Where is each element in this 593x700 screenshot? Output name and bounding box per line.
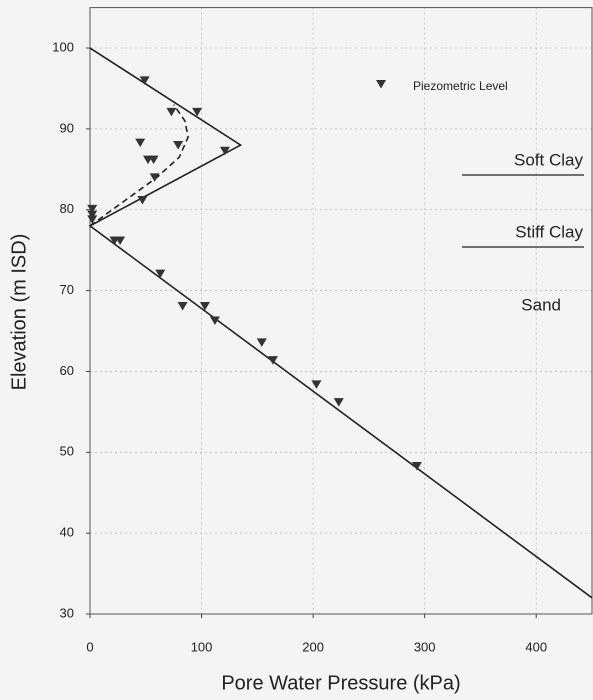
data-point [209,316,220,326]
data-point [148,155,159,165]
data-point [411,462,422,471]
y-tick-label: 70 [60,282,74,297]
data-point [115,236,126,245]
y-tick-label: 30 [60,605,74,620]
layer-label: Stiff Clay [515,222,583,241]
data-point [139,76,150,85]
y-axis-label: Elevation (m ISD) [8,234,30,391]
x-tick-label: 300 [414,639,436,654]
data-point [166,107,177,117]
profile-line [88,47,593,599]
x-tick-label: 0 [86,639,93,654]
layer-label: Sand [521,295,561,314]
data-point [173,141,184,150]
y-tick-label: 80 [60,201,74,216]
data-point [87,215,98,224]
data-point [87,204,98,214]
x-tick-label: 200 [302,639,324,654]
data-point [219,146,230,156]
data-point [256,338,267,347]
x-axis-label: Pore Water Pressure (kPa) [221,672,460,694]
legend-marker [376,80,386,89]
data-point [267,356,278,365]
legend-label: Piezometric Level [413,79,508,93]
plot-frame [89,7,593,615]
layer-label: Soft Clay [514,150,583,169]
x-tick-label: 100 [191,639,213,654]
data-point [87,210,98,220]
y-tick-label: 90 [60,120,74,135]
data-point [135,138,146,148]
data-point [333,398,344,407]
y-tick-label: 60 [60,363,74,378]
y-tick-label: 50 [60,444,74,459]
data-point [149,173,160,182]
data-point [177,301,188,311]
data-point [192,107,203,117]
data-point [311,380,322,389]
x-tick-label: 400 [525,639,547,654]
data-point [155,269,166,279]
data-point [137,196,148,205]
data-point [199,301,210,311]
y-tick-label: 40 [60,525,74,540]
y-tick-label: 100 [52,39,74,54]
profile-line [89,104,190,227]
